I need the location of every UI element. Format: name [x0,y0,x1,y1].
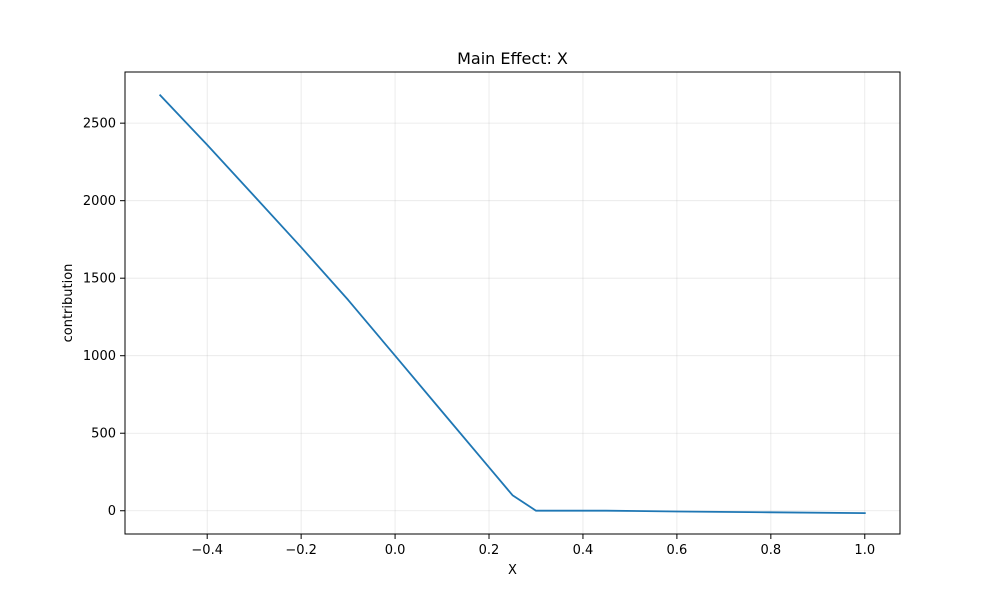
y-tick-label: 2500 [83,117,116,132]
chart-title: Main Effect: X [457,49,568,68]
series-line-group [158,94,866,515]
x-tick-label: −0.2 [285,543,317,558]
x-axis-label: X [508,563,517,578]
x-tick-label: 0.6 [667,543,688,558]
x-tick-label: 0.8 [760,543,781,558]
grid [125,72,900,534]
x-tick-label: −0.4 [191,543,223,558]
y-axis-label: contribution [61,264,76,343]
y-tick-label: 500 [91,427,116,442]
y-tick-label: 1500 [83,272,116,287]
x-tick-label: 0.4 [573,543,594,558]
plot-frame [124,71,901,535]
x-axis-ticks: −0.4 −0.2 0.0 0.2 0.4 0.6 0.8 1.0 [191,534,875,558]
y-axis-ticks: 0 500 1000 1500 2000 2500 [83,117,125,519]
y-tick-label: 2000 [83,194,116,209]
x-tick-label: 0.2 [479,543,500,558]
series-line [158,94,866,515]
y-tick-label: 0 [108,504,116,519]
x-tick-label: 0.0 [385,543,406,558]
x-tick-label: 1.0 [854,543,875,558]
y-tick-label: 1000 [83,349,116,364]
